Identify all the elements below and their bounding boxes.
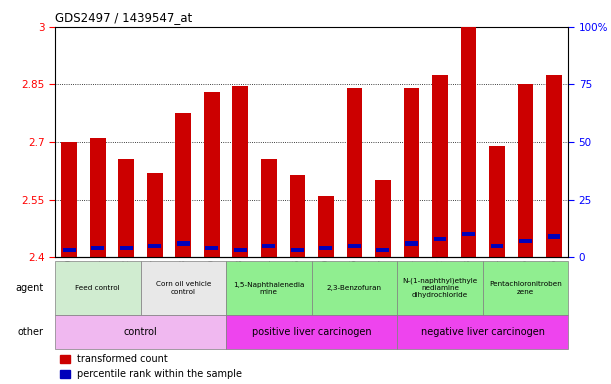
Bar [312,261,397,315]
Legend: transformed count, percentile rank within the sample: transformed count, percentile rank withi… [60,354,243,379]
Text: control: control [123,327,158,337]
Bar [403,88,419,257]
Bar [519,239,532,243]
Bar [204,92,219,257]
Bar [432,75,448,257]
Text: 2,3-Benzofuran: 2,3-Benzofuran [327,285,382,291]
Bar [63,248,76,252]
Bar [55,261,141,315]
Text: Pentachloronitroben
zene: Pentachloronitroben zene [489,281,562,295]
Bar [320,246,332,250]
Bar [405,242,418,245]
Bar [90,138,106,257]
Bar [148,244,161,248]
Bar [491,244,503,248]
Bar [483,261,568,315]
Bar [489,146,505,257]
Bar [120,246,133,250]
Bar [547,235,560,238]
Bar [348,244,360,248]
Bar [546,75,562,257]
Bar [462,232,475,236]
Bar [91,246,104,250]
Bar [141,261,226,315]
Bar [232,86,248,257]
Text: Corn oil vehicle
control: Corn oil vehicle control [156,281,211,295]
Bar [318,196,334,257]
Text: 1,5-Naphthalenedia
mine: 1,5-Naphthalenedia mine [233,281,304,295]
Bar [518,84,533,257]
Bar [461,27,477,257]
Bar [376,248,389,252]
Text: other: other [18,327,43,337]
Bar [291,248,304,252]
Bar [290,175,306,257]
Bar [226,315,397,349]
Bar [61,142,77,257]
Bar [262,244,275,248]
Bar [177,242,189,245]
Bar [147,173,163,257]
Bar [434,237,446,241]
Text: GDS2497 / 1439547_at: GDS2497 / 1439547_at [55,11,192,24]
Bar [234,248,247,252]
Bar [375,180,391,257]
Bar [175,113,191,257]
Bar [205,246,218,250]
Text: negative liver carcinogen: negative liver carcinogen [421,327,544,337]
Bar [397,315,568,349]
Bar [119,159,134,257]
Bar [397,261,483,315]
Bar [346,88,362,257]
Bar [55,315,226,349]
Text: agent: agent [15,283,43,293]
Text: N-(1-naphthyl)ethyle
nediamine
dihydrochloride: N-(1-naphthyl)ethyle nediamine dihydroch… [402,278,478,298]
Text: Feed control: Feed control [75,285,120,291]
Bar [261,159,277,257]
Bar [226,261,312,315]
Text: positive liver carcinogen: positive liver carcinogen [252,327,371,337]
